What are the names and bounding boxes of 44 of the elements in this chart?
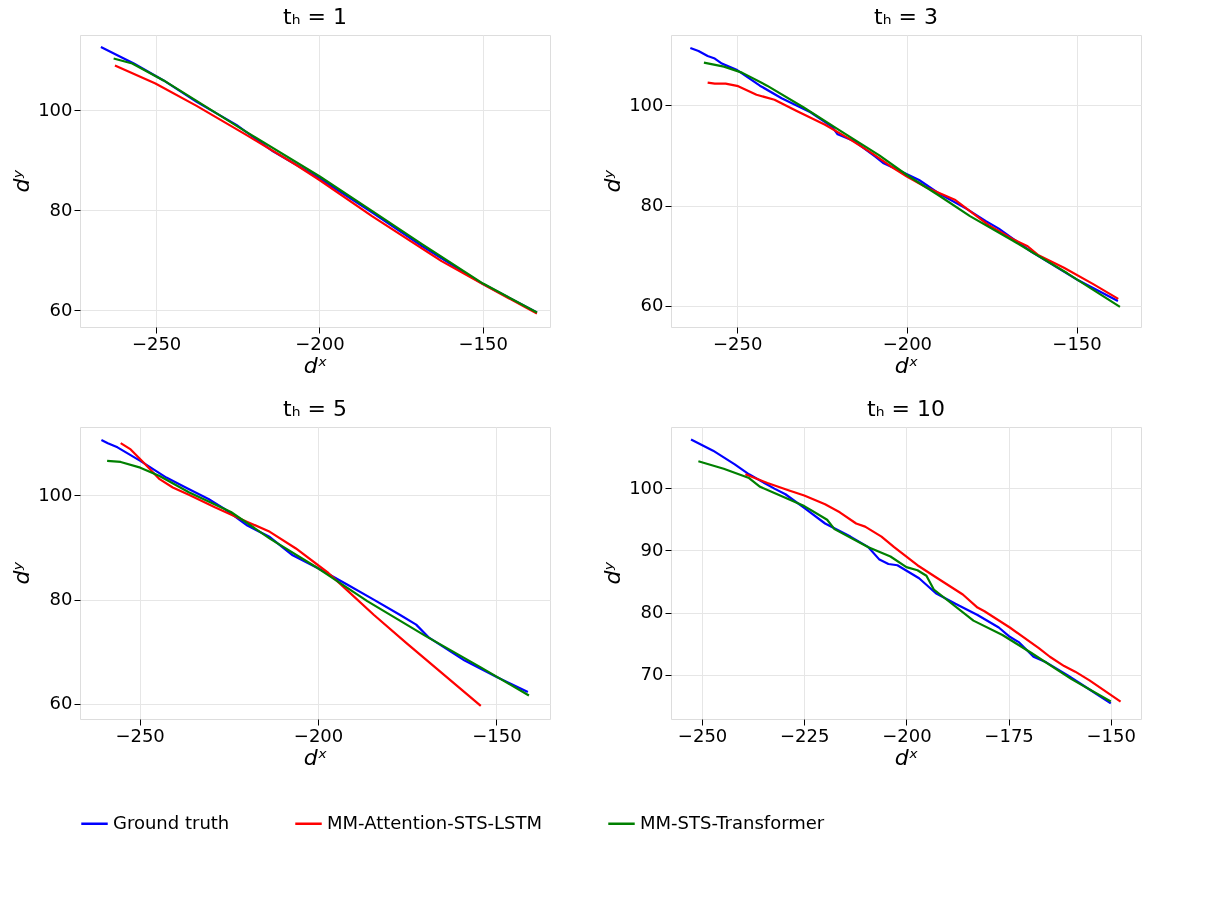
y-tick-label: 100 bbox=[38, 483, 73, 505]
y-axis-title: dʸ bbox=[600, 169, 626, 193]
x-tick-label: −200 bbox=[295, 332, 345, 354]
y-tick-label: 60 bbox=[640, 294, 664, 316]
y-axis-title: dʸ bbox=[9, 561, 35, 585]
y-tick-label: 80 bbox=[640, 194, 664, 216]
x-tick-label: −150 bbox=[1086, 724, 1136, 746]
legend-label: Ground truth bbox=[113, 811, 230, 833]
x-axis-title: dˣ bbox=[894, 744, 919, 770]
x-axis-title: dˣ bbox=[303, 352, 328, 378]
y-tick-label: 80 bbox=[640, 601, 664, 623]
legend-label: MM-Attention-STS-LSTM bbox=[327, 811, 543, 833]
chart-title: tₕ = 5 bbox=[283, 396, 347, 421]
x-tick-label: −225 bbox=[780, 724, 830, 746]
x-tick-label: −200 bbox=[882, 724, 932, 746]
x-tick-label: −150 bbox=[458, 332, 508, 354]
line-series bbox=[744, 473, 1122, 703]
y-tick-label: 100 bbox=[629, 93, 664, 115]
x-axis-title: dˣ bbox=[303, 744, 328, 770]
y-axis-title: dʸ bbox=[600, 561, 626, 585]
legend-label: MM-STS-Transformer bbox=[640, 811, 825, 833]
y-tick-label: 60 bbox=[49, 692, 73, 714]
chart-title: tₕ = 1 bbox=[283, 4, 347, 29]
y-tick-label: 60 bbox=[49, 298, 73, 320]
x-tick-label: −150 bbox=[1052, 332, 1102, 354]
x-tick-label: −250 bbox=[677, 724, 728, 746]
x-tick-label: −250 bbox=[115, 724, 165, 746]
y-tick-label: 100 bbox=[629, 476, 664, 498]
x-tick-label: −250 bbox=[712, 332, 763, 354]
x-tick-label: −200 bbox=[293, 724, 344, 746]
line-series bbox=[119, 442, 482, 708]
chart-title: tₕ = 10 bbox=[867, 396, 945, 421]
y-tick-label: 80 bbox=[49, 588, 73, 610]
x-axis-title: dˣ bbox=[894, 352, 919, 378]
x-tick-label: −175 bbox=[984, 724, 1034, 746]
x-tick-label: −150 bbox=[472, 724, 522, 746]
chart-title: tₕ = 3 bbox=[874, 4, 938, 29]
x-tick-label: −200 bbox=[882, 332, 933, 354]
y-axis-title: dʸ bbox=[9, 169, 35, 193]
y-tick-label: 70 bbox=[640, 663, 664, 685]
y-tick-label: 90 bbox=[640, 538, 664, 560]
y-tick-label: 80 bbox=[49, 198, 73, 220]
y-tick-label: 100 bbox=[38, 98, 73, 120]
x-tick-label: −250 bbox=[131, 332, 182, 354]
